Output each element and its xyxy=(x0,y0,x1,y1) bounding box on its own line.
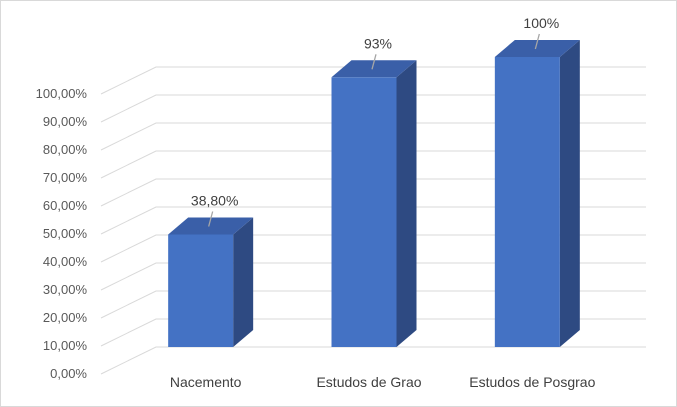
gridline xyxy=(100,66,646,95)
category-labels: Nacemento Estudos de Grao Estudos de Posgr… xyxy=(170,374,596,390)
gridline xyxy=(100,94,646,123)
bar-side xyxy=(396,60,417,348)
bar xyxy=(494,40,580,347)
y-axis-ticks: 0,00% 10,00% 20,00% 30,00% 40,00% 50,00% 60,00… xyxy=(36,86,88,381)
bar-side xyxy=(233,217,254,347)
data-label: 100% xyxy=(523,15,559,31)
category-label: Estudos de Grao xyxy=(316,374,421,390)
y-tick-label: 10,00% xyxy=(43,338,88,353)
y-tick-label: 30,00% xyxy=(43,282,88,297)
gridline xyxy=(100,178,646,207)
data-labels: 38,80% 93% 100% xyxy=(191,15,559,227)
category-label: Nacemento xyxy=(170,374,242,390)
y-tick-label: 60,00% xyxy=(43,198,88,213)
y-tick-label: 90,00% xyxy=(43,114,88,129)
bar-top xyxy=(168,217,254,235)
leader-line xyxy=(371,54,377,70)
bar-front xyxy=(168,234,234,347)
gridline xyxy=(100,318,646,347)
gridline xyxy=(100,122,646,151)
leader-line xyxy=(208,211,214,227)
data-label: 38,80% xyxy=(191,192,238,208)
gridline xyxy=(100,234,646,263)
y-tick-label: 0,00% xyxy=(50,366,87,381)
gridlines xyxy=(100,66,646,375)
leader-line xyxy=(534,33,540,50)
category-label: Estudos de Posgrao xyxy=(469,374,595,390)
bars xyxy=(168,40,580,348)
gridline xyxy=(100,150,646,179)
bar xyxy=(331,60,417,348)
bar-side xyxy=(559,40,580,347)
bar-front xyxy=(494,57,560,347)
data-label: 93% xyxy=(364,35,392,51)
gridline xyxy=(100,346,646,375)
bar-front xyxy=(331,77,397,348)
bar-top xyxy=(331,60,417,78)
gridline xyxy=(100,206,646,235)
y-tick-label: 50,00% xyxy=(43,226,88,241)
y-tick-label: 80,00% xyxy=(43,142,88,157)
y-tick-label: 20,00% xyxy=(43,310,88,325)
bar xyxy=(168,217,254,347)
y-tick-label: 70,00% xyxy=(43,170,88,185)
gridline xyxy=(100,290,646,319)
gridline xyxy=(100,262,646,291)
y-tick-label: 40,00% xyxy=(43,254,88,269)
y-tick-label: 100,00% xyxy=(36,86,88,101)
bar-top xyxy=(494,40,580,57)
